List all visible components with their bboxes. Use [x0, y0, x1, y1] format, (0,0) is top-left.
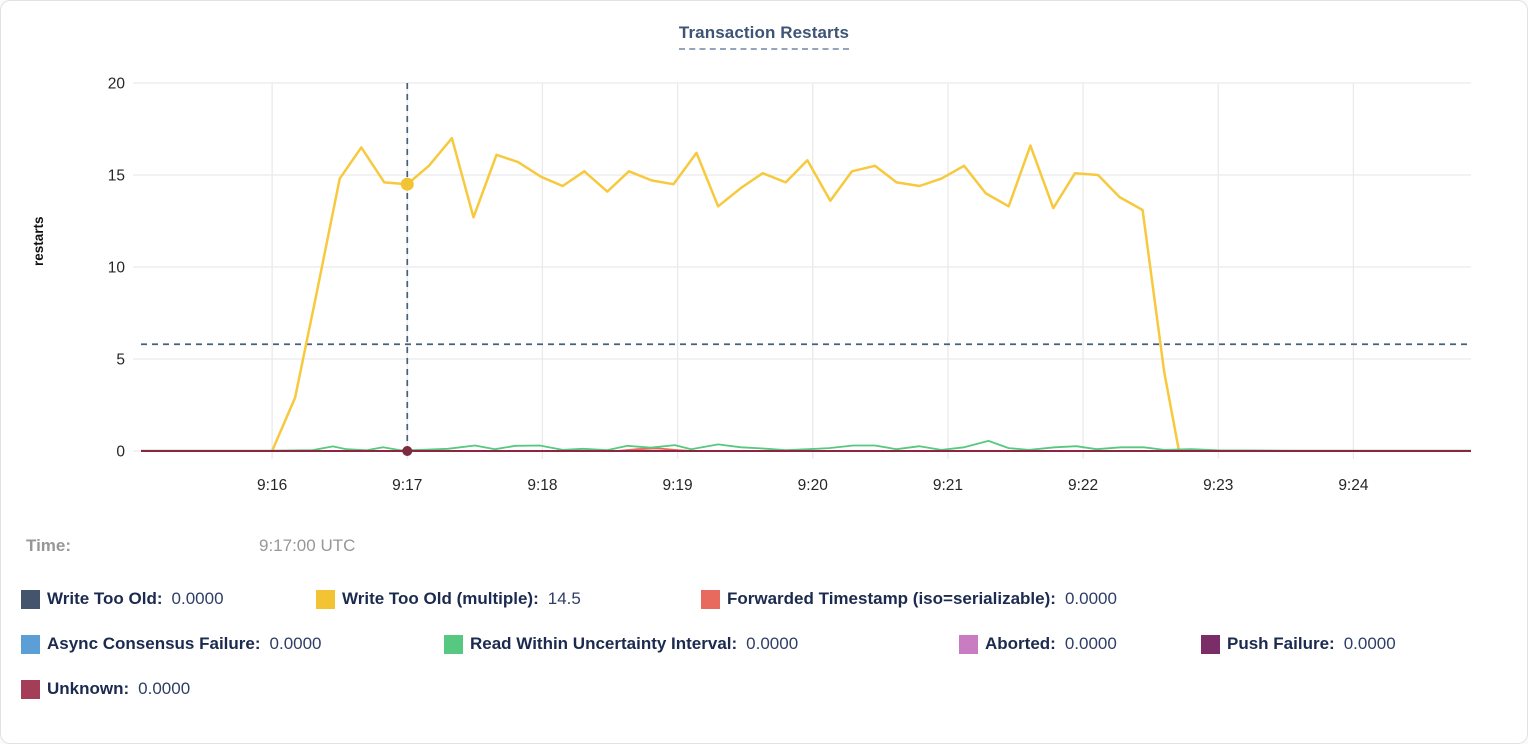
legend-label: Forwarded Timestamp (iso=serializable): [727, 589, 1056, 608]
chart-title: Transaction Restarts [678, 23, 850, 50]
legend-value: 0.0000 [1343, 634, 1396, 653]
legend-item-read-within-uncertainty-interval[interactable]: Read Within Uncertainty Interval: 0.0000 [444, 634, 798, 654]
legend-value: 0.0000 [171, 589, 224, 608]
legend-swatch-icon [959, 634, 978, 654]
legend-swatch-icon [701, 589, 720, 609]
x-tick-label: 9:16 [257, 477, 287, 494]
legend-item-write-too-old-multiple[interactable]: Write Too Old (multiple): 14.5 [316, 589, 581, 609]
legend-swatch-icon [444, 634, 463, 654]
legend-label: Aborted: [985, 634, 1056, 653]
legend-value: 0.0000 [1064, 589, 1117, 608]
x-tick-label: 9:20 [798, 477, 829, 494]
y-tick-label: 20 [108, 76, 126, 93]
legend-value: 0.0000 [746, 634, 799, 653]
legend-label: Unknown: [47, 679, 130, 698]
legend-swatch-icon [1201, 634, 1220, 654]
x-tick-label: 9:21 [933, 477, 963, 494]
x-tick-label: 9:17 [392, 477, 422, 494]
legend-item-aborted[interactable]: Aborted: 0.0000 [959, 634, 1117, 654]
chart-title-wrap: Transaction Restarts [1, 23, 1527, 50]
x-tick-label: 9:22 [1068, 477, 1098, 494]
legend-value: 0.0000 [269, 634, 322, 653]
y-tick-label: 0 [116, 444, 125, 461]
series-line-write-too-old-multiple- [270, 136, 1181, 452]
time-label: Time: [26, 536, 72, 555]
crosshair-dot [402, 446, 413, 456]
legend-item-write-too-old[interactable]: Write Too Old: 0.0000 [21, 589, 224, 609]
y-tick-label: 5 [116, 352, 125, 369]
legend-label: Async Consensus Failure: [47, 634, 261, 653]
x-tick-label: 9:23 [1203, 477, 1233, 494]
legend-value: 14.5 [547, 589, 581, 608]
legend-value: 0.0000 [1064, 634, 1117, 653]
legend-swatch-icon [316, 589, 335, 609]
legend-swatch-icon [21, 589, 40, 609]
legend-swatch-icon [21, 634, 40, 654]
legend-label: Write Too Old (multiple): [342, 589, 539, 608]
legend-label: Push Failure: [1227, 634, 1335, 653]
legend-swatch-icon [21, 679, 40, 699]
y-tick-label: 10 [108, 260, 126, 277]
series-line-read-within-uncertainty-interval [141, 439, 1471, 452]
legend-label: Write Too Old: [47, 589, 163, 608]
x-tick-label: 9:18 [527, 477, 557, 494]
crosshair-dot [400, 177, 414, 191]
time-value: 9:17:00 UTC [259, 536, 356, 555]
legend-value: 0.0000 [138, 679, 191, 698]
legend-label: Read Within Uncertainty Interval: [470, 634, 738, 653]
legend-item-forwarded-timestamp-iso-serializable[interactable]: Forwarded Timestamp (iso=serializable): 0… [701, 589, 1117, 609]
x-tick-label: 9:24 [1338, 477, 1369, 494]
legend-item-push-failure[interactable]: Push Failure: 0.0000 [1201, 634, 1396, 654]
legend-item-async-consensus-failure[interactable]: Async Consensus Failure: 0.0000 [21, 634, 322, 654]
y-tick-label: 15 [108, 168, 125, 185]
legend-item-unknown[interactable]: Unknown: 0.0000 [21, 679, 190, 699]
x-tick-label: 9:19 [663, 477, 693, 494]
transaction-restarts-chart[interactable]: 0 5 10 15 20 9:16 9:17 9:18 9:19 9:20 9:21 9:22 9:23… [1, 1, 1527, 516]
